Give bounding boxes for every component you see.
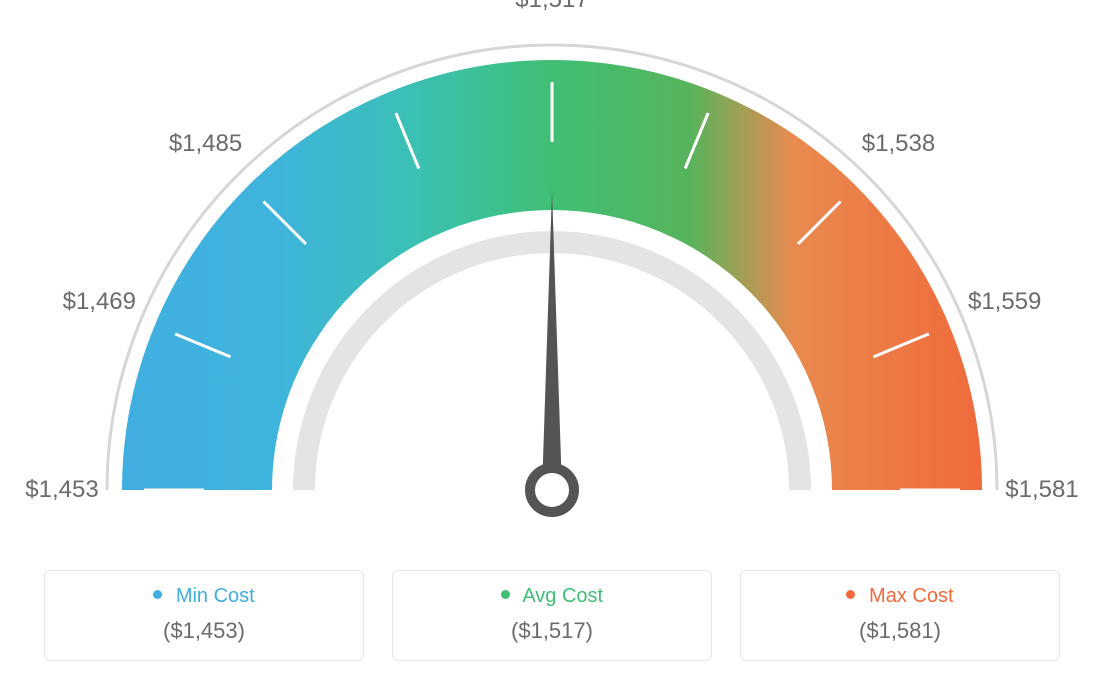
legend-title-max: Max Cost xyxy=(759,585,1041,608)
gauge-svg xyxy=(0,0,1104,560)
legend-title-min: Min Cost xyxy=(63,585,345,608)
gauge-chart: $1,453 $1,469 $1,485 $1,517 $1,538 $1,559 $1,5… xyxy=(0,0,1104,560)
gauge-tick-label: $1,538 xyxy=(862,130,935,158)
gauge-tick-label: $1,485 xyxy=(169,130,242,158)
legend-dot-icon xyxy=(153,590,162,599)
legend-title-text: Max Cost xyxy=(869,585,953,607)
legend-title-text: Avg Cost xyxy=(522,585,603,607)
legend-value-max: ($1,581) xyxy=(759,618,1041,644)
legend-dot-icon xyxy=(501,590,510,599)
legend-title-text: Min Cost xyxy=(176,585,255,607)
legend-card-avg: Avg Cost ($1,517) xyxy=(392,570,712,661)
legend-value-min: ($1,453) xyxy=(63,618,345,644)
legend-card-min: Min Cost ($1,453) xyxy=(44,570,364,661)
legend-dot-icon xyxy=(846,590,855,599)
legend-value-avg: ($1,517) xyxy=(411,618,693,644)
gauge-tick-label: $1,453 xyxy=(25,476,98,504)
legend-row: Min Cost ($1,453) Avg Cost ($1,517) Max … xyxy=(0,570,1104,661)
gauge-tick-label: $1,517 xyxy=(515,0,588,14)
gauge-tick-label: $1,469 xyxy=(63,288,136,316)
legend-card-max: Max Cost ($1,581) xyxy=(740,570,1060,661)
legend-title-avg: Avg Cost xyxy=(411,585,693,608)
gauge-tick-label: $1,581 xyxy=(1005,476,1078,504)
gauge-tick-label: $1,559 xyxy=(968,288,1041,316)
